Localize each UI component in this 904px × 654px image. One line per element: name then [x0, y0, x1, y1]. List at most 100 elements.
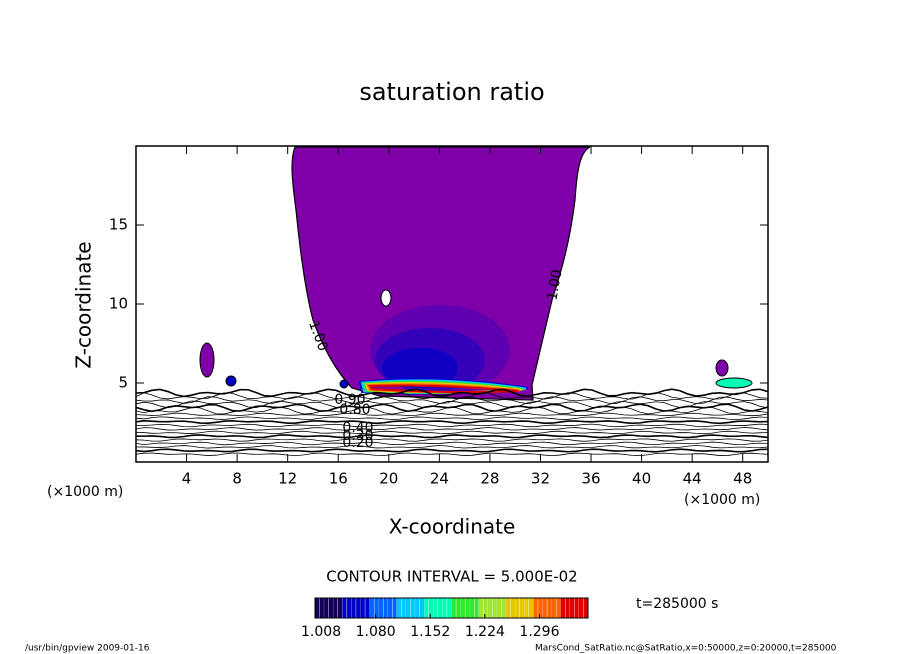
y-unit: (×1000 m): [684, 492, 760, 508]
contour-line: [135, 452, 769, 457]
colorbar-cell: [524, 598, 529, 618]
colorbar-cell: [528, 597, 534, 619]
x-tick-label: 12: [278, 470, 297, 488]
colorbar-tick-label: 1.080: [356, 624, 396, 640]
colorbar-cell: [519, 597, 525, 619]
x-tick-label: 28: [480, 470, 499, 488]
colorbar-cell: [442, 598, 447, 618]
shade: [382, 348, 458, 388]
colorbar-cell: [483, 597, 489, 619]
chart-title: saturation ratio: [359, 78, 544, 106]
contour-line: [135, 392, 769, 400]
x-tick-label: 8: [232, 470, 242, 488]
colorbar-cell: [433, 598, 438, 618]
colorbar-cell: [537, 597, 543, 619]
contour-line: [135, 412, 769, 417]
colorbar-cell: [464, 597, 470, 619]
x-axis-label: X-coordinate: [389, 515, 516, 539]
colorbar-cell: [419, 597, 425, 619]
colorbar-cell: [373, 597, 379, 619]
colorbar-cell: [333, 598, 338, 618]
colorbar-cell: [501, 597, 507, 619]
colorbar-cell: [469, 598, 475, 618]
x-tick-label: 40: [632, 470, 651, 488]
contour-label: 1.00: [544, 268, 565, 301]
x-tick-label: 24: [430, 470, 449, 488]
colorbar-cell: [378, 598, 384, 618]
contour-label: 0.90: [334, 392, 365, 408]
footer-right: MarsCond_SatRatio.nc@SatRatio,x=0:50000,…: [535, 644, 837, 654]
colorbar-cell: [328, 597, 334, 619]
plot-area: 1.001.000.900.800.400.300.20: [135, 146, 769, 457]
colorbar-tick-label: 1.296: [519, 624, 559, 640]
colorbar-cell: [401, 597, 407, 619]
hole: [380, 289, 392, 307]
colorbar-cell: [569, 598, 575, 618]
x-unit: (×1000 m): [47, 484, 123, 500]
colorbar-cell: [446, 597, 452, 619]
colorbar-cell: [474, 597, 480, 619]
colorbar-cell: [546, 597, 552, 619]
filled-region: [291, 146, 591, 401]
contour-line: [135, 430, 769, 435]
colorbar-cell: [437, 597, 443, 619]
colorbar-cell: [355, 597, 361, 619]
contour-label: 0.80: [339, 402, 370, 418]
colorbar-tick-label: 1.224: [465, 624, 505, 640]
colorbar-cell: [497, 598, 502, 618]
colorbar-cell: [351, 598, 356, 618]
colorbar-cell: [565, 597, 571, 619]
blob: [225, 375, 237, 387]
colorbar-tick-label: 1.008: [301, 624, 341, 640]
y-tick-label: 10: [109, 295, 128, 313]
colorbar-cell: [487, 598, 493, 618]
colorbar-cell: [506, 598, 511, 618]
x-tick-label: 48: [733, 470, 752, 488]
contour-line: [135, 438, 769, 442]
contour-line: [135, 427, 769, 431]
contour-line: [135, 416, 769, 420]
colorbar-cell: [578, 598, 584, 618]
colorbar-cell: [410, 597, 416, 619]
colorbar-cell: [560, 598, 566, 618]
contour-line: [135, 406, 769, 415]
x-tick-label: 20: [379, 470, 398, 488]
colorbar-cell: [364, 597, 370, 619]
colorbar-cell: [515, 598, 520, 618]
contour-line: [135, 441, 769, 446]
colorbar-tick-label: 1.152: [410, 624, 450, 640]
y-axis-label: Z-coordinate: [72, 241, 96, 368]
contour-line: [135, 423, 769, 428]
colorbar-cell: [392, 597, 398, 619]
contour-interval: CONTOUR INTERVAL = 5.000E-02: [326, 568, 577, 586]
colorbar-cell: [478, 598, 484, 618]
contour-line: [135, 445, 769, 449]
colorbar-cell: [551, 598, 557, 618]
contour-label: 0.30: [342, 428, 373, 444]
contour-label: 0.20: [342, 435, 373, 451]
colorbar-cell: [451, 598, 457, 618]
contour-line: [135, 419, 769, 425]
time-label: t=285000 s: [636, 596, 718, 612]
colorbar-cell: [406, 598, 411, 618]
colorbar-cell: [492, 597, 498, 619]
colorbar-cell: [510, 597, 516, 619]
blob: [715, 377, 753, 389]
colorbar-cell: [369, 598, 375, 618]
colorbar-cell: [360, 598, 366, 618]
colorbar-cell: [542, 598, 548, 618]
contour-line: [135, 388, 769, 398]
colorbar-cell: [346, 597, 352, 619]
colorbar-cell: [460, 598, 466, 618]
x-tick-label: 36: [581, 470, 600, 488]
colorbar-frame: [314, 597, 589, 619]
contour-line: [135, 448, 769, 453]
colorbar-cell: [319, 597, 325, 619]
colorbar-cell: [455, 597, 461, 619]
colorbar-cell: [424, 598, 429, 618]
blob: [339, 379, 349, 389]
contour-line: [135, 400, 769, 409]
blob: [715, 359, 729, 377]
colorbar-cell: [533, 598, 538, 618]
